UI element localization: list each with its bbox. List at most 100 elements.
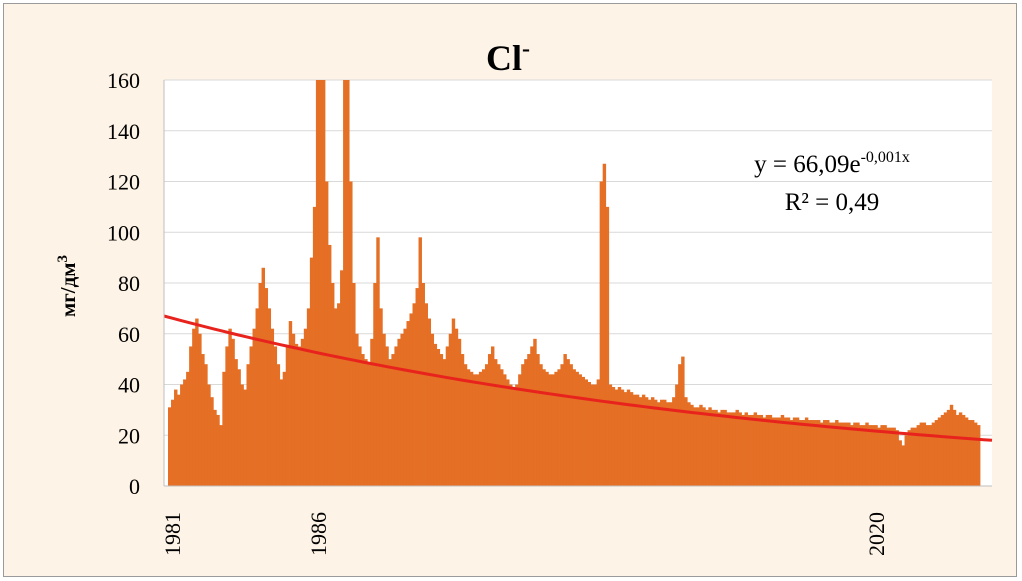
- bar: [288, 321, 293, 486]
- bar: [249, 346, 253, 486]
- bar: [841, 422, 845, 486]
- bar: [635, 394, 640, 486]
- bar: [331, 283, 335, 486]
- bar: [599, 181, 604, 486]
- bar: [400, 333, 404, 486]
- bar: [475, 374, 480, 486]
- bar: [928, 425, 933, 486]
- bar: [180, 384, 184, 486]
- x-tick-label: 1986: [306, 512, 331, 556]
- bar: [436, 348, 441, 486]
- bar: [472, 374, 477, 486]
- bar: [421, 283, 425, 486]
- bar: [946, 409, 951, 486]
- bar: [578, 374, 582, 486]
- bar: [231, 338, 235, 486]
- trend-equation-prefix: y = 66,09e: [754, 151, 860, 178]
- bar: [282, 371, 287, 486]
- bar: [448, 333, 453, 486]
- bar: [189, 346, 193, 486]
- bar: [551, 374, 555, 486]
- bar: [521, 364, 525, 486]
- bar: [439, 354, 444, 486]
- bar: [207, 384, 211, 486]
- bar: [669, 402, 673, 486]
- bar: [494, 359, 498, 486]
- y-tick-label: 120: [107, 170, 140, 195]
- bar: [810, 420, 815, 486]
- bar: [367, 364, 371, 486]
- bar: [349, 181, 353, 486]
- bar: [940, 414, 945, 486]
- bar: [931, 422, 936, 486]
- bar: [657, 402, 661, 486]
- bar: [829, 422, 833, 486]
- bar: [970, 420, 975, 486]
- bar: [690, 404, 694, 486]
- bar: [512, 389, 516, 486]
- bar: [590, 384, 595, 486]
- bar: [201, 354, 205, 486]
- bar: [195, 318, 199, 486]
- bar: [816, 420, 821, 486]
- x-tick-labels: 1981 1986 2020: [160, 512, 889, 556]
- bar: [638, 397, 643, 486]
- bar: [554, 371, 558, 486]
- bar: [862, 425, 866, 486]
- bar: [487, 354, 492, 486]
- bar: [838, 422, 842, 486]
- bar: [614, 389, 619, 486]
- bar: [258, 283, 262, 486]
- bar: [327, 244, 332, 486]
- bar: [874, 425, 878, 486]
- bar: [871, 425, 875, 486]
- bar: [877, 427, 881, 486]
- bar: [620, 389, 625, 486]
- bar: [623, 392, 628, 486]
- bar: [240, 384, 244, 486]
- bar: [433, 343, 438, 486]
- y-tick-label: 140: [107, 119, 140, 144]
- bar: [415, 288, 419, 486]
- chart-frame: Cl- 0 20 40 60 80 100 120 140 160 1981 1986 2020 м…: [3, 3, 1017, 577]
- bar: [798, 420, 803, 486]
- bar: [358, 346, 362, 486]
- bar: [343, 80, 347, 486]
- bar: [490, 346, 495, 486]
- x-tick-label: 2020: [864, 512, 889, 556]
- bar: [409, 313, 413, 486]
- bar: [536, 354, 540, 486]
- bar: [542, 369, 546, 486]
- bar: [756, 414, 761, 486]
- bar: [973, 422, 978, 486]
- bar: [844, 422, 848, 486]
- bar: [720, 409, 724, 486]
- bar: [337, 303, 341, 486]
- bar: [506, 379, 510, 486]
- bar: [276, 364, 281, 486]
- bars: [168, 80, 981, 487]
- bar: [171, 399, 175, 486]
- bar: [934, 420, 939, 486]
- bar: [412, 303, 416, 486]
- bar: [735, 409, 739, 486]
- bar: [445, 346, 450, 486]
- bar: [892, 427, 896, 486]
- bar: [747, 414, 751, 486]
- y-axis-label-text: мг/дм: [56, 262, 80, 317]
- bar: [168, 407, 172, 486]
- bar: [527, 354, 531, 486]
- bar: [394, 346, 398, 486]
- bar: [958, 412, 963, 486]
- bar: [451, 318, 456, 486]
- y-axis-label-superscript: 3: [55, 255, 71, 263]
- bar: [853, 422, 857, 486]
- bar: [243, 389, 247, 486]
- bar: [584, 379, 588, 486]
- bar: [403, 328, 407, 486]
- bar: [255, 308, 259, 486]
- bar: [557, 369, 561, 486]
- bar: [895, 430, 899, 486]
- bar: [183, 379, 187, 486]
- chart-title: Cl-: [486, 36, 530, 78]
